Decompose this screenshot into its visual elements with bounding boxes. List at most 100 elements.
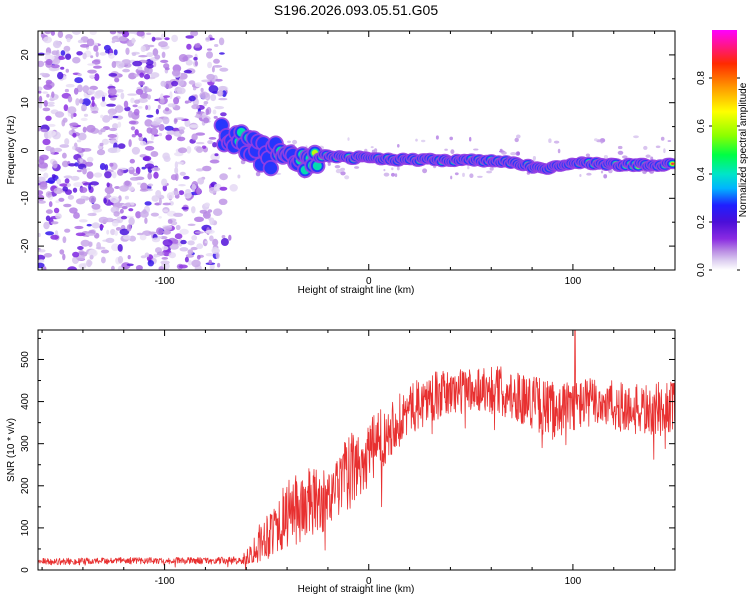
noise-blob xyxy=(162,230,171,235)
noise-blob xyxy=(82,126,87,133)
noise-blob xyxy=(53,187,63,194)
noise-blob xyxy=(135,166,141,175)
noise-blob xyxy=(85,161,94,167)
noise-blob xyxy=(212,238,219,246)
noise-blob xyxy=(187,223,196,226)
noise-blob xyxy=(207,48,212,51)
noise-blob xyxy=(217,262,221,268)
noise-blob xyxy=(139,92,149,99)
spectrogram-frame xyxy=(37,30,676,271)
noise-blob xyxy=(173,212,184,217)
snr-ticks: -100 0 100 0 100 200 300 400 500 xyxy=(20,330,675,587)
noise-blob xyxy=(131,37,136,44)
noise-blob xyxy=(421,139,426,143)
noise-blob xyxy=(100,101,107,107)
noise-blob xyxy=(128,208,134,212)
noise-blob xyxy=(190,246,198,251)
noise-blob xyxy=(134,129,139,136)
noise-blob xyxy=(114,105,124,113)
noise-blob xyxy=(182,56,189,62)
noise-blob xyxy=(83,113,89,117)
noise-blob xyxy=(179,228,189,235)
noise-blob xyxy=(160,33,165,40)
noise-blob xyxy=(667,140,672,142)
noise-blob xyxy=(214,44,219,47)
noise-blob xyxy=(383,168,386,172)
noise-blob xyxy=(206,51,213,59)
noise-blob xyxy=(203,117,210,124)
noise-blob xyxy=(255,171,261,177)
noise-blob xyxy=(161,51,166,58)
noise-blob xyxy=(99,142,104,147)
noise-blob xyxy=(141,166,146,170)
noise-blob xyxy=(105,237,115,243)
noise-blob xyxy=(532,156,537,161)
noise-blob xyxy=(148,231,157,235)
noise-blob xyxy=(130,126,136,131)
noise-blob xyxy=(47,177,56,185)
y-tick-label: 20 xyxy=(20,49,31,61)
noise-blob xyxy=(78,251,85,256)
noise-blob xyxy=(43,36,52,44)
y-tick-label: 10 xyxy=(20,97,31,109)
noise-blob xyxy=(43,253,53,258)
noise-blob xyxy=(211,66,215,73)
noise-blob xyxy=(144,145,155,151)
noise-blob xyxy=(179,247,189,252)
noise-blob xyxy=(176,161,184,165)
noise-blob xyxy=(65,34,73,40)
noise-blob xyxy=(146,32,152,35)
x-tick-label: 0 xyxy=(366,576,372,587)
noise-blob xyxy=(151,36,156,42)
y-tick-label: 0 xyxy=(20,567,31,573)
noise-blob xyxy=(38,200,46,204)
noise-blob xyxy=(78,132,87,141)
noise-blob xyxy=(153,61,157,68)
noise-blob xyxy=(127,255,131,260)
noise-blob xyxy=(64,228,71,233)
figure-title: S196.2026.093.05.51.G05 xyxy=(274,2,438,18)
noise-blob xyxy=(128,167,134,171)
noise-blob xyxy=(109,196,120,204)
noise-blob xyxy=(72,132,77,138)
y-tick-label: 500 xyxy=(20,351,31,368)
noise-blob xyxy=(161,178,168,187)
noise-blob xyxy=(38,232,41,238)
noise-blob xyxy=(150,127,159,136)
noise-blob xyxy=(162,184,167,192)
noise-blob xyxy=(91,100,95,107)
noise-blob xyxy=(99,52,107,56)
noise-blob xyxy=(171,34,179,43)
noise-blob xyxy=(45,209,53,214)
noise-blob xyxy=(186,43,192,50)
noise-blob xyxy=(117,121,122,128)
noise-blob xyxy=(145,140,154,144)
noise-blob xyxy=(158,266,164,270)
noise-blob xyxy=(56,55,66,60)
noise-blob xyxy=(143,155,152,162)
noise-blob xyxy=(603,174,608,179)
noise-blob xyxy=(194,231,204,234)
spectrogram-x-label: Height of straight line (km) xyxy=(298,285,415,296)
noise-blob xyxy=(114,77,120,83)
noise-blob xyxy=(55,111,65,118)
noise-blob xyxy=(165,134,172,141)
noise-blob xyxy=(191,104,200,110)
noise-blob xyxy=(89,85,98,91)
noise-blob xyxy=(489,166,494,171)
noise-blob xyxy=(168,252,176,259)
noise-blob xyxy=(145,58,154,66)
noise-blob xyxy=(63,45,71,52)
noise-blob xyxy=(162,108,172,115)
noise-blob xyxy=(106,103,116,107)
noise-blob xyxy=(153,171,159,179)
noise-blob xyxy=(169,243,179,250)
noise-blob xyxy=(53,147,63,153)
noise-blob xyxy=(62,117,68,123)
noise-blob xyxy=(82,85,90,93)
noise-blob xyxy=(124,180,130,186)
noise-blob xyxy=(132,60,143,67)
noise-blob xyxy=(197,177,205,185)
noise-blob xyxy=(514,137,519,143)
